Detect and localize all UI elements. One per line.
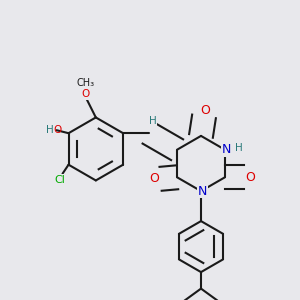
Text: H: H (149, 116, 157, 126)
Text: H: H (235, 143, 242, 153)
Text: N: N (198, 184, 207, 198)
Text: Cl: Cl (54, 175, 65, 185)
Text: O: O (150, 172, 160, 185)
Text: O: O (245, 171, 255, 184)
Text: O: O (53, 125, 62, 135)
Text: N: N (222, 143, 231, 156)
Text: H: H (46, 125, 53, 135)
Text: CH₃: CH₃ (76, 78, 94, 88)
Text: O: O (81, 89, 89, 99)
Text: O: O (201, 104, 210, 117)
